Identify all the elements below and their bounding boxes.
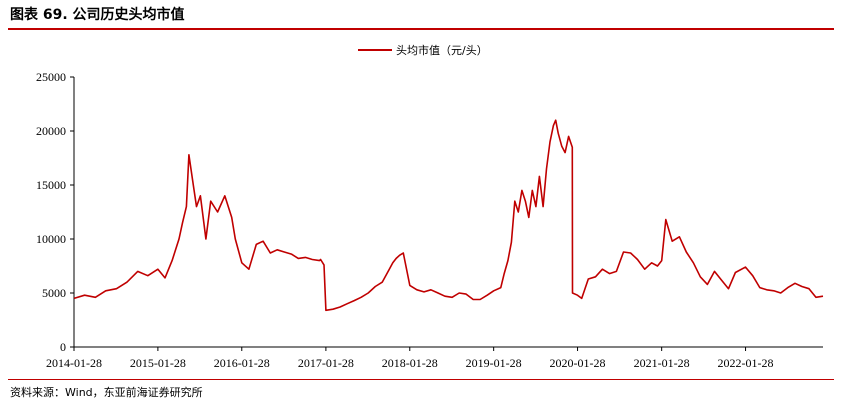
series-polyline [73, 119, 824, 312]
y-tick-label: 5000 [42, 286, 66, 300]
y-tick-label: 0 [60, 340, 66, 354]
x-tick-labels: 2014-01-28 2015-01-28 2016-01-28 2017-01-28… [46, 356, 774, 370]
source-note: 资料来源：Wind，东亚前海证券研究所 [10, 386, 203, 399]
title-underline [8, 28, 834, 30]
x-tick-label: 2021-01-28 [634, 356, 690, 370]
legend-label: 头均市值（元/头） [396, 43, 488, 57]
y-tick-label: 20000 [36, 124, 66, 138]
x-tick-label: 2014-01-28 [46, 356, 102, 370]
source-rule [8, 379, 834, 380]
x-tick-label: 2022-01-28 [718, 356, 774, 370]
y-tick-labels: 0 5000 10000 15000 20000 25000 [36, 70, 66, 354]
y-tick-label: 25000 [36, 70, 66, 84]
figure-title: 图表 69. 公司历史头均市值 [10, 7, 185, 23]
series-line [73, 119, 824, 312]
x-tick-label: 2019-01-28 [466, 356, 522, 370]
x-tick-label: 2020-01-28 [550, 356, 606, 370]
line-chart: 头均市值（元/头） 0 5000 10000 15000 20000 25000 2014… [36, 43, 824, 370]
x-tick-label: 2017-01-28 [298, 356, 354, 370]
axes [70, 76, 823, 351]
x-tick-label: 2016-01-28 [214, 356, 270, 370]
x-tick-label: 2018-01-28 [382, 356, 438, 370]
y-tick-label: 10000 [36, 232, 66, 246]
legend: 头均市值（元/头） [358, 43, 488, 57]
x-tick-label: 2015-01-28 [130, 356, 186, 370]
y-tick-label: 15000 [36, 178, 66, 192]
